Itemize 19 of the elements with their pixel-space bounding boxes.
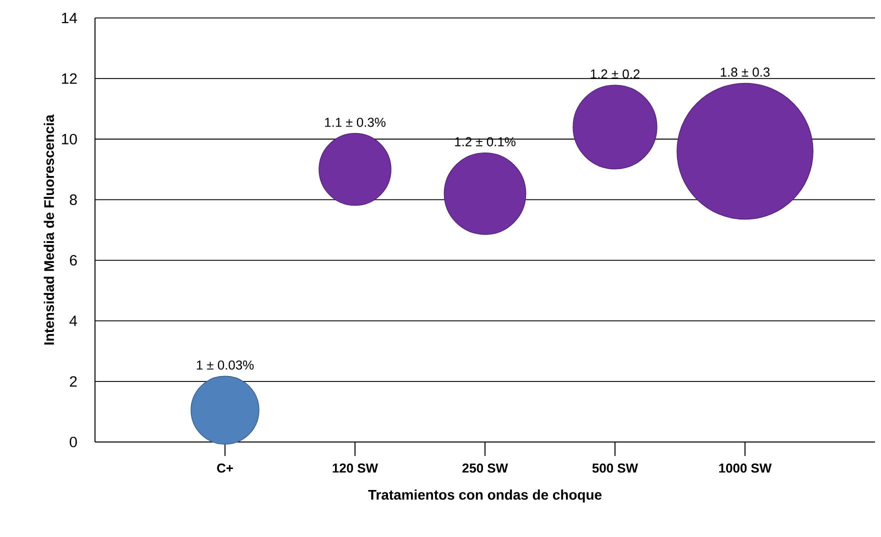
- x-tick-label: 250 SW: [462, 464, 508, 473]
- x-tick-label: 500 SW: [592, 464, 638, 473]
- data-label: 1.8 ± 0.3: [720, 68, 770, 77]
- y-tick-label: 12: [62, 73, 77, 84]
- y-tick-label: 10: [62, 134, 77, 144]
- y-tick-label: 0: [70, 436, 77, 448]
- y-axis-title: Intensidad Media de Fluorescencia: [44, 114, 54, 345]
- x-axis-title: Tratamientos con ondas de choque: [368, 490, 602, 503]
- y-tick-label: 4: [70, 316, 78, 326]
- data-label: 1 ± 0.03%: [196, 360, 254, 370]
- data-label: 1.2 ± 0.2: [590, 69, 640, 79]
- y-tick-label: 6: [70, 254, 77, 266]
- y-tick-label: 14: [62, 12, 78, 24]
- x-tick-label: 120 SW: [332, 464, 378, 473]
- x-tick-label: C+: [217, 464, 233, 473]
- data-label: 1.1 ± 0.3%: [325, 118, 386, 127]
- x-tick-label: 1000 SW: [719, 464, 772, 473]
- y-tick-label: 2: [70, 376, 77, 387]
- y-tick-label: 8: [70, 194, 77, 205]
